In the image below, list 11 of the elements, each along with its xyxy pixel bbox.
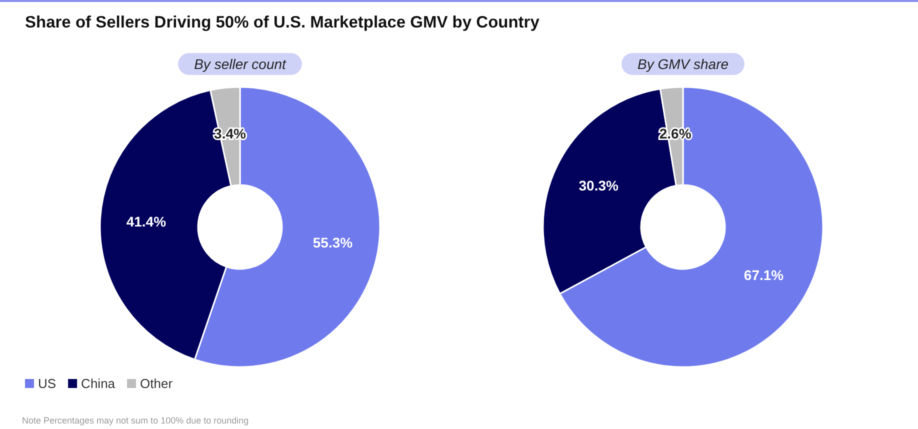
slice-label: By seller count xyxy=(194,56,288,72)
text: Note Percentages may not sum to 100% due to rounding xyxy=(22,416,249,426)
legend-label: Other xyxy=(140,376,174,391)
data-label: 55.3% xyxy=(312,234,354,250)
chart-title: Share of Sellers Driving 50% of U.S. Marketplace GMV by Country xyxy=(25,14,540,32)
data-label: 30.3% xyxy=(578,178,619,194)
data-label: 67.1% xyxy=(744,267,784,284)
data-label: 41.4% xyxy=(126,214,167,230)
legend-label: China xyxy=(81,376,116,391)
legend-label: US xyxy=(38,376,56,391)
slice-label: By GMV share xyxy=(637,56,729,72)
